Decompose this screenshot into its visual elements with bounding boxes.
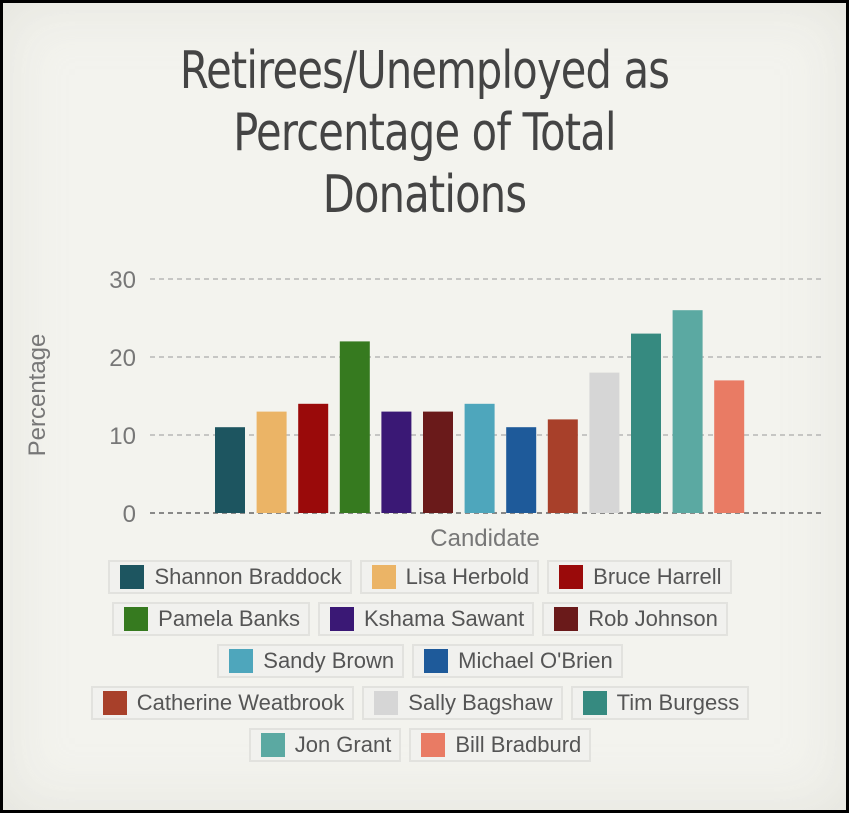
legend-swatch	[330, 607, 354, 631]
bar-bruce-harrell	[298, 403, 329, 513]
legend-swatch	[559, 565, 584, 589]
legend-item[interactable]: Sally Bagshaw	[362, 686, 563, 720]
legend-swatch	[424, 649, 449, 673]
legend-row: Pamela Banks Kshama Sawant Rob Johnson	[112, 602, 728, 636]
legend-item[interactable]: Shannon Braddock	[108, 560, 352, 594]
legend-item[interactable]: Lisa Herbold	[359, 560, 540, 594]
legend-swatch	[229, 649, 254, 673]
legend-row: Jon Grant Bill Bradburd	[248, 728, 592, 762]
legend-label: Sally Bagshaw	[408, 690, 553, 715]
legend-item[interactable]: Bill Bradburd	[409, 728, 592, 762]
legend-swatch	[421, 733, 446, 757]
legend-row: Catherine Weatbrook Sally Bagshaw Tim Burg…	[90, 686, 750, 720]
bar-lisa-herbold	[256, 411, 287, 513]
legend-swatch	[582, 691, 607, 715]
chart-title: Retirees/Unemployed as Percentage of Tot…	[85, 40, 764, 226]
legend-item[interactable]: Pamela Banks	[112, 602, 310, 636]
bar-catherine-weatbrook	[547, 419, 578, 513]
legend-label: Bruce Harrell	[593, 564, 722, 589]
legend-item[interactable]: Jon Grant	[248, 728, 402, 762]
legend-swatch	[120, 565, 145, 589]
legend-label: Pamela Banks	[158, 606, 300, 631]
legend-label: Rob Johnson	[588, 606, 718, 631]
x-axis-label: Candidate	[430, 525, 539, 552]
legend-label: Michael O'Brien	[458, 648, 613, 673]
legend-row: Sandy Brown Michael O'Brien	[217, 644, 623, 678]
chart-title-line-2: Percentage of Total	[233, 103, 616, 163]
legend-item[interactable]: Kshama Sawant	[318, 602, 535, 636]
y-tick-label: 20	[109, 345, 136, 372]
legend-item[interactable]: Michael O'Brien	[412, 644, 623, 678]
legend-item[interactable]: Bruce Harrell	[547, 560, 732, 594]
bar-kshama-sawant	[381, 411, 412, 513]
bars	[215, 310, 745, 513]
legend-label: Catherine Weatbrook	[136, 690, 345, 715]
legend-label: Tim Burgess	[616, 690, 740, 715]
bar-pamela-banks	[339, 341, 370, 513]
y-axis-ticks: 0 10 20 30	[109, 267, 136, 528]
legend-swatch	[260, 733, 285, 757]
bar-sally-bagshaw	[589, 372, 620, 513]
legend-label: Jon Grant	[294, 732, 392, 757]
legend-item[interactable]: Sandy Brown	[217, 644, 405, 678]
legend-swatch	[554, 607, 579, 631]
legend-swatch	[124, 607, 149, 631]
legend-label: Kshama Sawant	[364, 606, 525, 631]
chart-title-line-1: Retirees/Unemployed as	[179, 41, 670, 101]
legend-item[interactable]: Rob Johnson	[542, 602, 728, 636]
bar-rob-johnson	[423, 411, 453, 513]
y-axis-label: Percentage	[24, 334, 51, 457]
legend-item[interactable]: Tim Burgess	[570, 686, 750, 720]
legend-label: Shannon Braddock	[154, 564, 342, 589]
legend-swatch	[371, 565, 396, 589]
legend-swatch	[102, 691, 127, 715]
legend-item[interactable]: Catherine Weatbrook	[90, 686, 355, 720]
bar-sandy-brown	[464, 403, 495, 513]
bar-bill-bradburd	[714, 380, 745, 513]
legend-swatch	[374, 691, 399, 715]
bar-tim-burgess	[631, 333, 661, 513]
chart-title-line-3: Donations	[322, 165, 527, 225]
legend-label: Bill Bradburd	[455, 732, 582, 757]
y-tick-label: 30	[109, 267, 136, 294]
bar-shannon-braddock	[215, 427, 245, 513]
legend-label: Sandy Brown	[263, 648, 395, 673]
bar-michael-o-brien	[506, 427, 537, 513]
legend-row: Shannon Braddock Lisa Herbold Bruce Harrel…	[108, 560, 732, 594]
y-tick-label: 10	[109, 423, 136, 450]
y-tick-label: 0	[123, 501, 136, 528]
bar-jon-grant	[672, 310, 703, 513]
legend: Shannon Braddock Lisa Herbold Bruce Harrel…	[70, 560, 770, 762]
legend-label: Lisa Herbold	[405, 564, 530, 589]
